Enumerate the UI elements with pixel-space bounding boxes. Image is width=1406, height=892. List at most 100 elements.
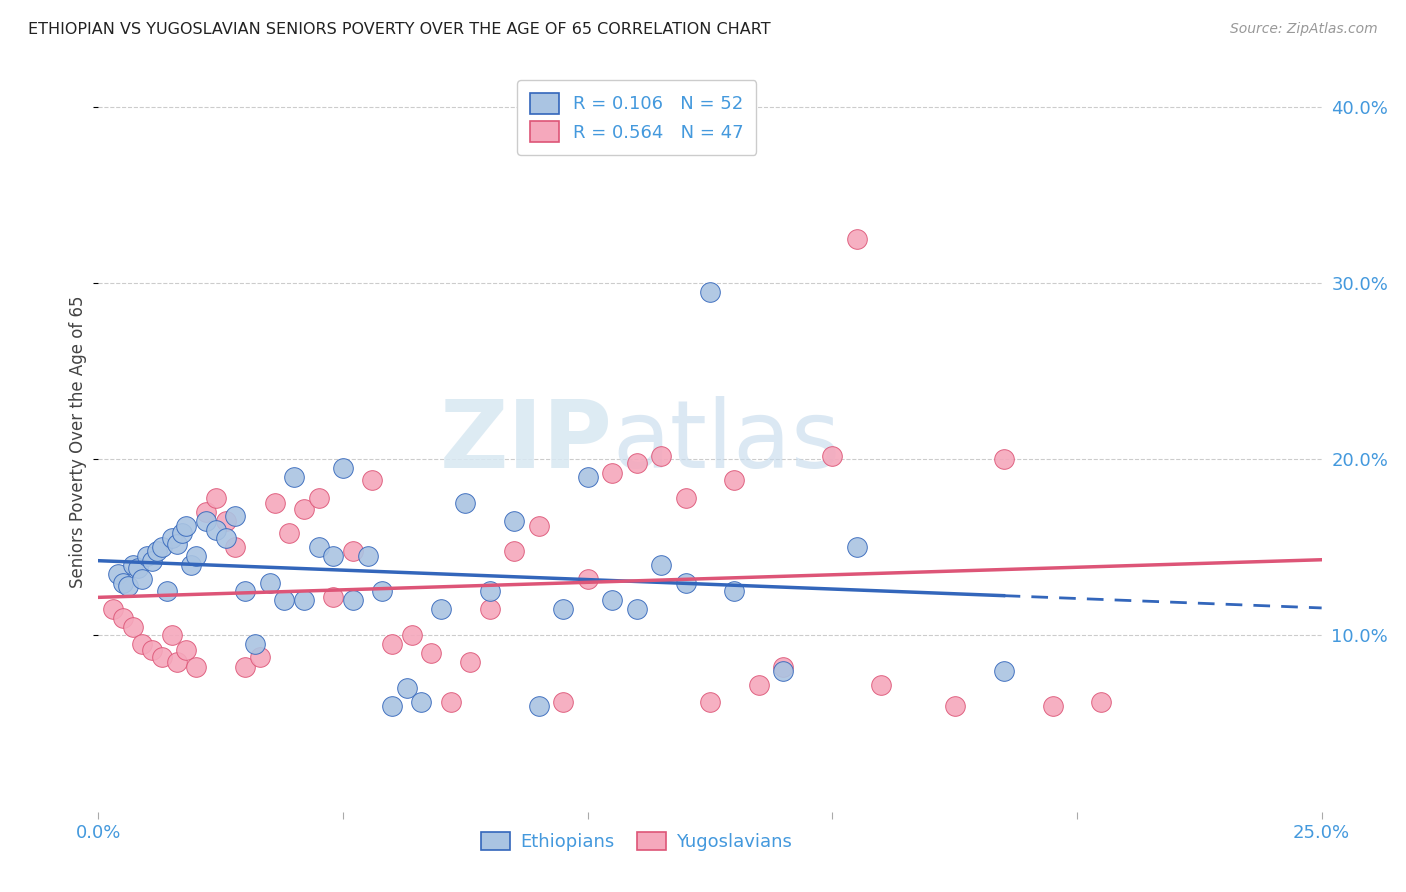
- Point: [170, 526, 193, 541]
- Point: [675, 491, 697, 505]
- Point: [626, 456, 648, 470]
- Point: [195, 514, 218, 528]
- Point: [650, 558, 672, 572]
- Point: [121, 558, 143, 572]
- Point: [411, 695, 433, 709]
- Point: [600, 593, 623, 607]
- Point: [993, 664, 1015, 678]
- Point: [117, 579, 139, 593]
- Point: [332, 461, 354, 475]
- Point: [650, 449, 672, 463]
- Point: [870, 678, 893, 692]
- Point: [150, 649, 173, 664]
- Point: [111, 575, 134, 590]
- Point: [243, 637, 266, 651]
- Point: [214, 532, 236, 546]
- Point: [308, 541, 330, 555]
- Point: [214, 514, 236, 528]
- Point: [322, 590, 344, 604]
- Point: [166, 537, 188, 551]
- Point: [233, 660, 256, 674]
- Point: [263, 496, 285, 510]
- Point: [748, 678, 770, 692]
- Text: ZIP: ZIP: [439, 395, 612, 488]
- Point: [111, 611, 134, 625]
- Point: [146, 544, 169, 558]
- Point: [430, 602, 453, 616]
- Point: [478, 602, 501, 616]
- Point: [131, 572, 153, 586]
- Point: [127, 561, 149, 575]
- Point: [503, 544, 526, 558]
- Point: [1090, 695, 1112, 709]
- Point: [342, 593, 364, 607]
- Point: [723, 584, 745, 599]
- Point: [943, 698, 966, 713]
- Point: [527, 698, 550, 713]
- Point: [993, 452, 1015, 467]
- Point: [420, 646, 443, 660]
- Point: [176, 519, 198, 533]
- Point: [440, 695, 463, 709]
- Point: [156, 584, 179, 599]
- Legend: Ethiopians, Yugoslavians: Ethiopians, Yugoslavians: [474, 824, 800, 858]
- Point: [401, 628, 423, 642]
- Point: [454, 496, 477, 510]
- Point: [699, 695, 721, 709]
- Point: [131, 637, 153, 651]
- Point: [821, 449, 844, 463]
- Point: [224, 541, 246, 555]
- Point: [160, 532, 183, 546]
- Point: [576, 572, 599, 586]
- Point: [503, 514, 526, 528]
- Point: [576, 470, 599, 484]
- Point: [107, 566, 129, 581]
- Point: [342, 544, 364, 558]
- Point: [292, 593, 315, 607]
- Point: [723, 473, 745, 487]
- Point: [186, 660, 208, 674]
- Point: [292, 501, 315, 516]
- Point: [205, 491, 228, 505]
- Point: [371, 584, 394, 599]
- Point: [845, 541, 868, 555]
- Point: [675, 575, 697, 590]
- Point: [233, 584, 256, 599]
- Point: [553, 695, 575, 709]
- Y-axis label: Seniors Poverty Over the Age of 65: Seniors Poverty Over the Age of 65: [69, 295, 87, 588]
- Point: [458, 655, 481, 669]
- Point: [381, 698, 404, 713]
- Point: [160, 628, 183, 642]
- Point: [166, 655, 188, 669]
- Point: [186, 549, 208, 563]
- Point: [361, 473, 384, 487]
- Point: [600, 467, 623, 481]
- Point: [180, 558, 202, 572]
- Point: [224, 508, 246, 523]
- Point: [322, 549, 344, 563]
- Point: [259, 575, 281, 590]
- Point: [395, 681, 418, 696]
- Point: [141, 642, 163, 657]
- Point: [626, 602, 648, 616]
- Point: [121, 619, 143, 633]
- Point: [195, 505, 218, 519]
- Point: [136, 549, 159, 563]
- Point: [273, 593, 295, 607]
- Point: [283, 470, 305, 484]
- Point: [176, 642, 198, 657]
- Point: [278, 526, 301, 541]
- Point: [772, 660, 794, 674]
- Text: Source: ZipAtlas.com: Source: ZipAtlas.com: [1230, 22, 1378, 37]
- Point: [381, 637, 404, 651]
- Point: [1042, 698, 1064, 713]
- Point: [308, 491, 330, 505]
- Point: [845, 232, 868, 246]
- Point: [699, 285, 721, 299]
- Point: [553, 602, 575, 616]
- Text: ETHIOPIAN VS YUGOSLAVIAN SENIORS POVERTY OVER THE AGE OF 65 CORRELATION CHART: ETHIOPIAN VS YUGOSLAVIAN SENIORS POVERTY…: [28, 22, 770, 37]
- Point: [101, 602, 124, 616]
- Point: [478, 584, 501, 599]
- Text: atlas: atlas: [612, 395, 841, 488]
- Point: [527, 519, 550, 533]
